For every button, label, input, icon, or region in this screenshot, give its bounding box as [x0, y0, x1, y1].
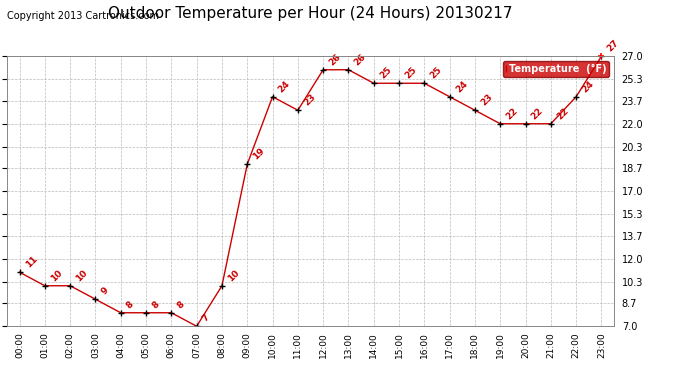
- Text: 22: 22: [504, 106, 520, 121]
- Text: 23: 23: [302, 92, 317, 108]
- Text: 26: 26: [327, 52, 342, 67]
- Text: 11: 11: [23, 254, 39, 270]
- Text: 25: 25: [378, 65, 393, 81]
- Text: 22: 22: [555, 106, 570, 121]
- Text: 10: 10: [226, 268, 242, 283]
- Text: 9: 9: [99, 286, 110, 297]
- Text: 22: 22: [530, 106, 545, 121]
- Text: 19: 19: [251, 146, 267, 162]
- Text: 25: 25: [403, 65, 418, 81]
- Text: 8: 8: [150, 299, 161, 310]
- Text: Copyright 2013 Cartronics.com: Copyright 2013 Cartronics.com: [7, 11, 159, 21]
- Text: 8: 8: [175, 299, 186, 310]
- Text: 26: 26: [353, 52, 368, 67]
- Text: 24: 24: [580, 79, 595, 94]
- Text: 10: 10: [49, 268, 64, 283]
- Text: 24: 24: [454, 79, 469, 94]
- Title: Outdoor Temperature per Hour (24 Hours) 20130217: Outdoor Temperature per Hour (24 Hours) …: [108, 6, 513, 21]
- Text: 27: 27: [606, 38, 621, 54]
- Text: 10: 10: [75, 268, 90, 283]
- Text: 8: 8: [125, 299, 136, 310]
- Legend: Temperature  (°F): Temperature (°F): [503, 61, 609, 77]
- Text: 23: 23: [479, 92, 494, 108]
- Text: 24: 24: [277, 79, 292, 94]
- Text: 25: 25: [428, 65, 444, 81]
- Text: 7: 7: [201, 313, 212, 324]
